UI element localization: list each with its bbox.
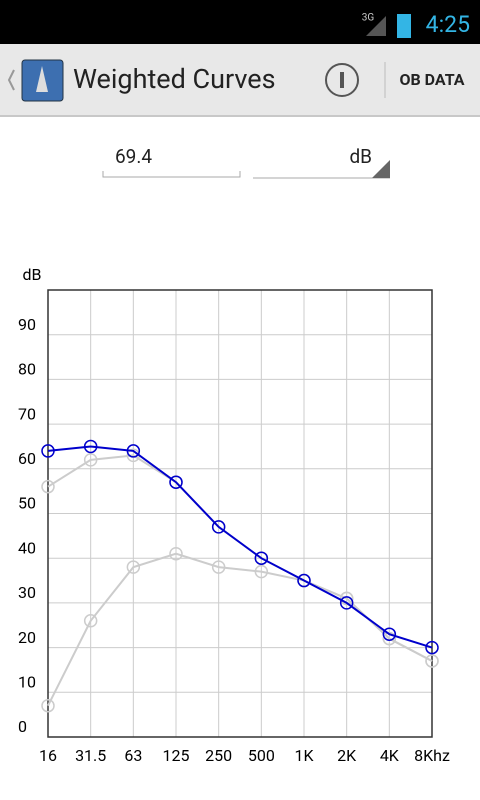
data-point bbox=[382, 631, 397, 646]
data-point bbox=[425, 640, 439, 655]
data-point bbox=[126, 560, 141, 574]
x-tick-label: 8Khz bbox=[414, 746, 450, 765]
unit-spinner[interactable]: dB bbox=[349, 145, 372, 168]
up-indicator[interactable] bbox=[7, 69, 15, 91]
data-point bbox=[382, 627, 397, 641]
data-point bbox=[41, 444, 55, 458]
signal-icon bbox=[366, 16, 386, 36]
app-icon-glyph bbox=[36, 66, 48, 92]
x-tick-label: 500 bbox=[248, 746, 275, 765]
level-field[interactable]: 69.4 bbox=[115, 145, 152, 168]
y-tick-label: 30 bbox=[18, 583, 36, 602]
info-button[interactable] bbox=[325, 63, 359, 97]
clock: 4:25 bbox=[426, 11, 470, 38]
level-underline bbox=[102, 171, 241, 178]
y-tick-label: 80 bbox=[18, 360, 36, 379]
data-point bbox=[83, 439, 98, 454]
x-tick-label: 4K bbox=[380, 746, 400, 765]
data-point bbox=[254, 564, 269, 579]
x-tick-label: 31.5 bbox=[75, 746, 106, 765]
x-tick-label: 1K bbox=[294, 746, 314, 765]
data-point bbox=[254, 551, 269, 565]
data-point bbox=[83, 453, 98, 467]
data-point bbox=[297, 573, 311, 588]
data-point bbox=[41, 479, 55, 494]
x-tick-label: 2K bbox=[337, 746, 357, 765]
y-tick-label: 50 bbox=[18, 494, 36, 513]
data-point bbox=[41, 698, 55, 713]
y-tick-label: 20 bbox=[18, 628, 36, 647]
info-glyph bbox=[340, 72, 344, 88]
screen-title: Weighted Curves bbox=[73, 63, 276, 95]
x-tick-label: 16 bbox=[39, 746, 57, 765]
x-tick-label: 250 bbox=[205, 746, 232, 765]
action-bar bbox=[0, 44, 480, 116]
data-point bbox=[126, 444, 141, 458]
network-label: 3G bbox=[362, 13, 375, 24]
data-point bbox=[339, 591, 354, 606]
battery-icon bbox=[397, 14, 411, 38]
ob-data-button[interactable]: OB DATA bbox=[399, 70, 464, 89]
y-tick-label: 10 bbox=[18, 673, 36, 692]
data-point bbox=[339, 596, 354, 610]
data-point bbox=[211, 560, 226, 574]
data-point bbox=[425, 654, 439, 668]
series-line bbox=[47, 445, 433, 649]
series-line bbox=[47, 552, 433, 707]
data-point bbox=[83, 614, 98, 628]
y-axis-label: dB bbox=[23, 265, 42, 284]
x-tick-label: 125 bbox=[163, 746, 190, 765]
plot-frame bbox=[47, 289, 433, 738]
data-point bbox=[211, 520, 226, 534]
y-tick-label: 60 bbox=[18, 449, 36, 468]
y-tick-label: 90 bbox=[18, 315, 36, 334]
spinner-arrow bbox=[372, 160, 390, 178]
y-tick-label: 70 bbox=[18, 404, 36, 423]
data-point bbox=[169, 475, 183, 489]
x-tick-label: 63 bbox=[124, 746, 142, 765]
data-point bbox=[169, 546, 183, 561]
y-tick-label: 0 bbox=[18, 717, 27, 736]
y-tick-label: 40 bbox=[18, 538, 36, 557]
plot: 16 31.5 63 125 250 500 1K 2K 4K 8Khz 0 10 20 30 40 50 60… bbox=[18, 289, 450, 765]
